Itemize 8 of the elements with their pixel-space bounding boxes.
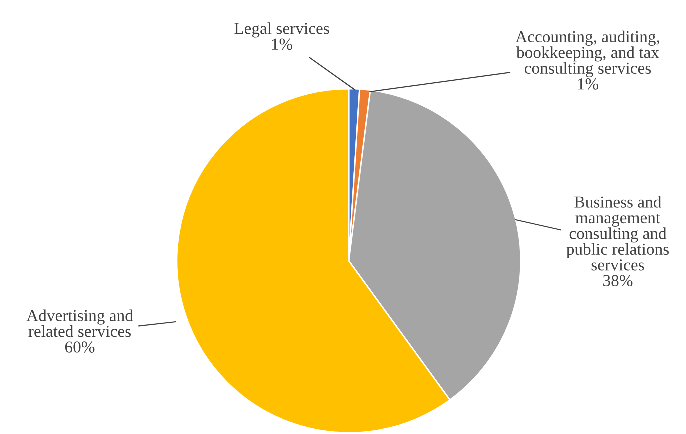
slice-label: Business and management consulting and public relations services xyxy=(566,196,670,271)
data-label: 60% xyxy=(65,342,95,353)
slice-label: Legal services xyxy=(234,22,330,38)
data-label: 38% xyxy=(604,275,633,287)
data-label: 1% xyxy=(272,38,293,50)
slice-label: Advertising and related services xyxy=(26,310,134,338)
slice-label: Accounting, auditing, bookkeeping, and tax consulting services xyxy=(516,30,660,78)
data-label: 1% xyxy=(578,78,599,90)
